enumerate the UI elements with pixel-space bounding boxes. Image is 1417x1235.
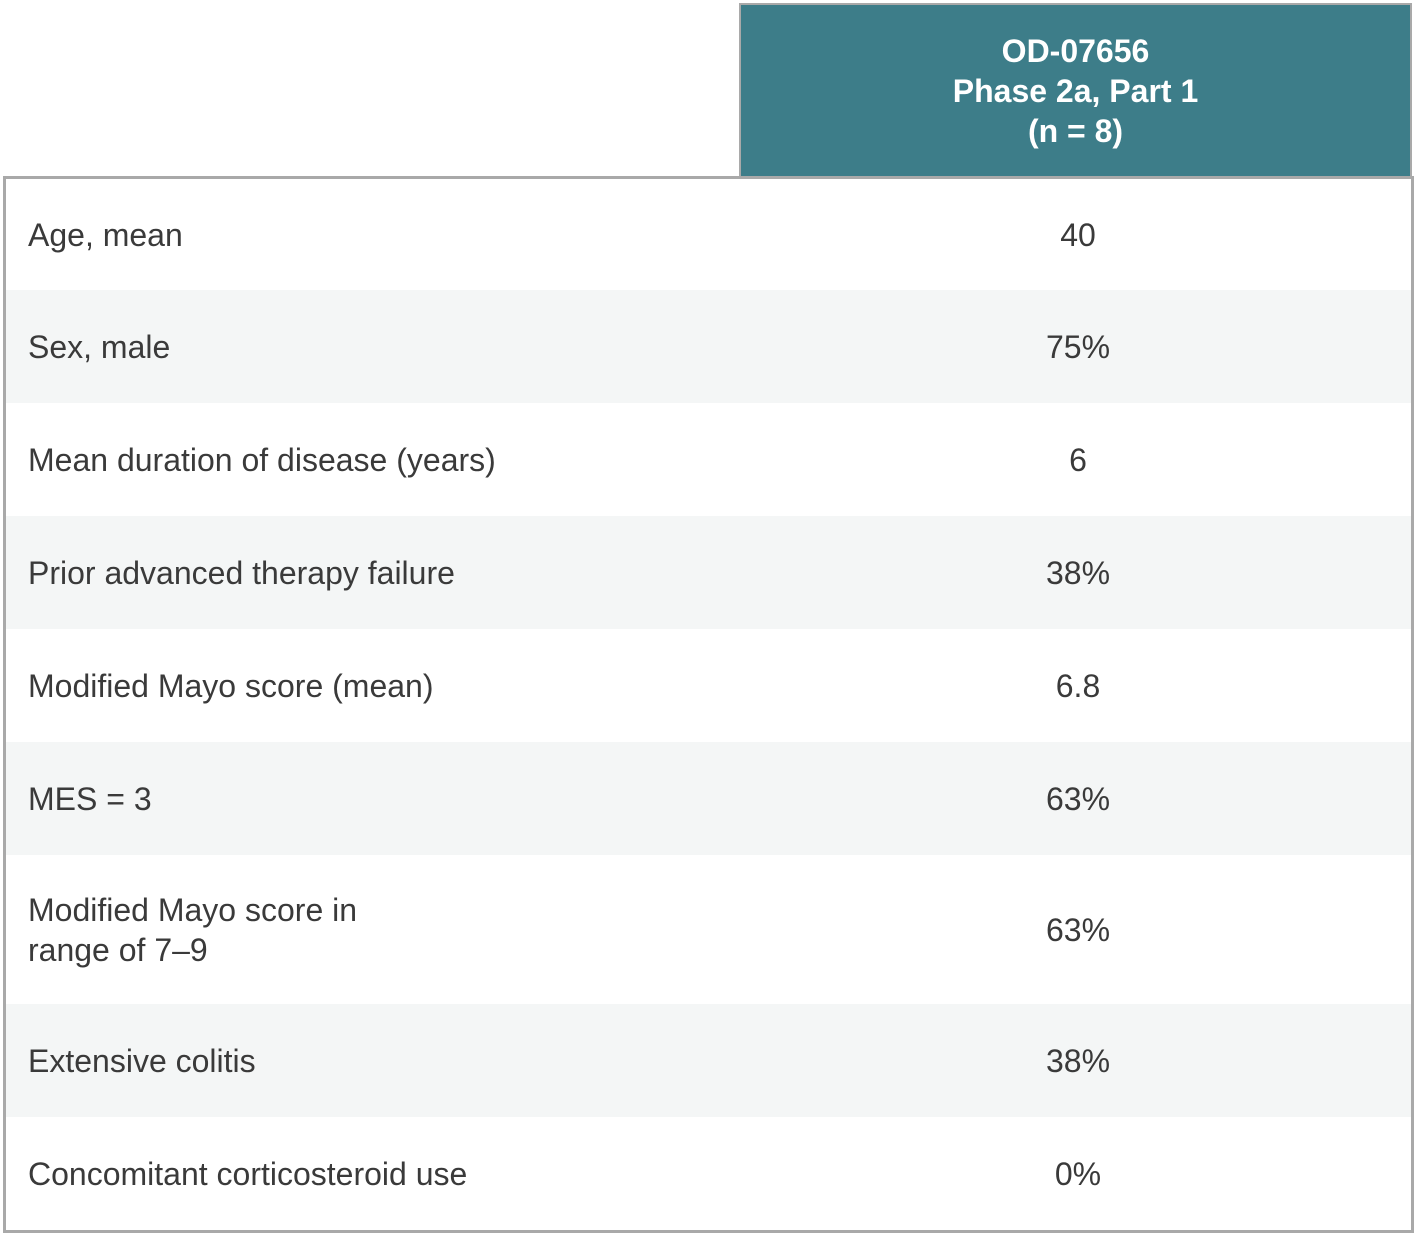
table-row-extensive-colitis: Extensive colitis 38% (6, 1004, 1411, 1117)
table-row-sex: Sex, male 75% (6, 290, 1411, 403)
row-value: 6 (1069, 441, 1087, 478)
table-row-prior-therapy: Prior advanced therapy failure 38% (6, 516, 1411, 629)
characteristics-table: Age, mean 40 Sex, male 75% Mean duration… (3, 176, 1414, 1233)
table-row-mes: MES = 3 63% (6, 742, 1411, 855)
row-value: 63% (1045, 911, 1111, 948)
row-label: Modified Mayo score (mean) (28, 667, 434, 704)
row-label: Extensive colitis (28, 1042, 256, 1079)
row-value: 40 (1060, 216, 1096, 253)
header-line-3: (n = 8) (1027, 112, 1124, 149)
row-value: 63% (1045, 780, 1111, 817)
row-label: Modified Mayo score in range of 7–9 (28, 890, 728, 970)
row-label-line-1: Modified Mayo score in (28, 891, 358, 928)
row-value: 0% (1054, 1155, 1102, 1192)
row-label: Age, mean (28, 216, 183, 253)
row-label: MES = 3 (28, 780, 152, 817)
row-label: Concomitant corticosteroid use (28, 1155, 468, 1192)
table-row-duration: Mean duration of disease (years) 6 (6, 403, 1411, 516)
row-label: Sex, male (28, 328, 171, 365)
column-header-od-07656: OD-07656 Phase 2a, Part 1 (n = 8) (739, 3, 1412, 176)
row-value: 38% (1045, 554, 1111, 591)
row-value: 6.8 (1055, 667, 1101, 704)
table-row-mayo-mean: Modified Mayo score (mean) 6.8 (6, 629, 1411, 742)
row-value: 75% (1045, 328, 1111, 365)
row-label: Mean duration of disease (years) (28, 441, 496, 478)
table-row-corticosteroid: Concomitant corticosteroid use 0% (6, 1117, 1411, 1230)
header-line-1: OD-07656 (1001, 32, 1150, 69)
row-label: Prior advanced therapy failure (28, 554, 455, 591)
row-label-line-2: range of 7–9 (28, 931, 208, 968)
table-row-age: Age, mean 40 (6, 179, 1411, 290)
row-value: 38% (1045, 1042, 1111, 1079)
header-line-2: Phase 2a, Part 1 (952, 72, 1199, 109)
table-row-mayo-range: Modified Mayo score in range of 7–9 63% (6, 855, 1411, 1004)
